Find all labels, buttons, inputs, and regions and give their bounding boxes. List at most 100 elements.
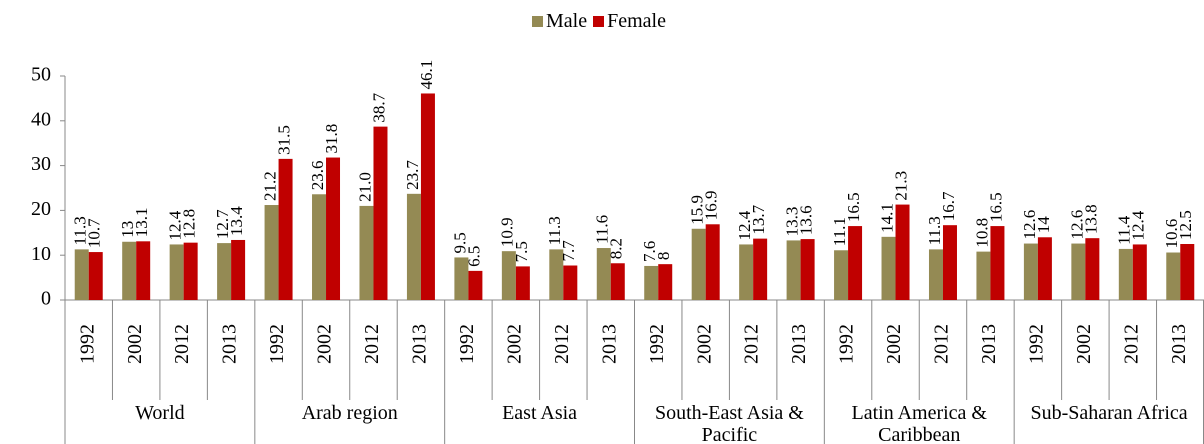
y-tick-label: 50 — [31, 64, 51, 86]
bar — [786, 240, 801, 300]
value-label: 46.1 — [417, 60, 436, 90]
value-label: 13.4 — [227, 206, 246, 236]
bar — [1037, 237, 1052, 300]
bar — [691, 228, 706, 300]
legend-label: Female — [607, 10, 666, 32]
value-label: 11.4 — [1115, 215, 1134, 245]
bar — [800, 239, 815, 300]
x-tick-label: 2002 — [314, 324, 336, 364]
value-label: 13 — [118, 221, 137, 238]
bar — [373, 126, 388, 301]
group-label: South-East Asia & Pacific — [654, 402, 804, 444]
bar — [928, 249, 943, 300]
bar — [1166, 252, 1181, 300]
bar — [1071, 243, 1086, 300]
value-label: 21.0 — [355, 172, 374, 202]
value-label: 12.4 — [166, 210, 185, 240]
value-label: 14.1 — [877, 203, 896, 233]
bar — [596, 248, 611, 300]
legend: Male Female — [0, 10, 1204, 33]
value-label: 38.7 — [369, 92, 388, 122]
value-label: 10.8 — [972, 218, 991, 248]
value-label: 13.3 — [783, 207, 802, 237]
value-label: 13.6 — [797, 205, 816, 235]
group-label: Sub-Saharan Africa — [1030, 402, 1188, 424]
x-tick-label: 1992 — [646, 324, 668, 364]
bar — [88, 252, 103, 300]
x-tick-label: 1992 — [836, 324, 858, 364]
bar — [1180, 244, 1195, 300]
value-label: 12.7 — [213, 209, 232, 239]
bar — [231, 239, 246, 300]
bar — [468, 270, 483, 300]
value-label: 16.7 — [939, 191, 958, 221]
bar — [942, 225, 957, 300]
y-tick-label: 0 — [41, 288, 51, 310]
x-tick-label: 2012 — [1120, 324, 1142, 364]
legend-item: Male — [532, 10, 587, 32]
value-label: 12.6 — [1020, 210, 1039, 240]
bar — [420, 93, 435, 300]
bar — [359, 205, 374, 300]
legend-item: Female — [593, 10, 666, 32]
x-tick-label: 1992 — [266, 324, 288, 364]
x-tick-label: 2013 — [978, 324, 1000, 364]
value-label: 23.7 — [403, 160, 422, 190]
y-tick-label: 20 — [31, 198, 51, 220]
bar — [326, 157, 341, 300]
bar — [1132, 244, 1147, 300]
bar — [312, 194, 327, 300]
value-label: 7.6 — [640, 241, 659, 262]
bar — [1118, 248, 1133, 300]
bar — [753, 238, 768, 300]
bar — [1023, 243, 1038, 300]
x-tick-label: 2013 — [788, 324, 810, 364]
bar — [895, 204, 910, 300]
y-tick-label: 30 — [31, 153, 51, 175]
value-label: 9.5 — [450, 232, 469, 253]
bar — [454, 257, 469, 300]
bar — [881, 236, 896, 300]
x-tick-label: 2002 — [503, 324, 525, 364]
value-label: 12.4 — [735, 210, 754, 240]
bar — [658, 264, 673, 300]
bar — [834, 250, 849, 300]
value-label: 12.6 — [1067, 210, 1086, 240]
value-label: 31.5 — [274, 125, 293, 155]
value-label: 8 — [654, 252, 673, 261]
bar — [644, 265, 659, 300]
value-label: 10.6 — [1162, 219, 1181, 249]
value-label: 21.3 — [891, 171, 910, 201]
bar — [501, 251, 516, 300]
x-tick-label: 2012 — [931, 324, 953, 364]
value-label: 16.5 — [844, 192, 863, 222]
value-label: 11.3 — [925, 216, 944, 245]
x-tick-label: 2002 — [693, 324, 715, 364]
value-label: 11.3 — [71, 216, 90, 245]
value-label: 21.2 — [260, 171, 279, 201]
x-tick-label: 2002 — [124, 324, 146, 364]
bar — [169, 244, 184, 300]
x-tick-label: 2002 — [1073, 324, 1095, 364]
legend-swatch — [593, 16, 605, 27]
value-label: 23.6 — [308, 161, 327, 191]
bar — [563, 265, 578, 300]
x-tick-label: 1992 — [456, 324, 478, 364]
value-label: 12.4 — [1129, 210, 1148, 240]
value-label: 31.8 — [322, 124, 341, 154]
bar — [406, 193, 421, 300]
value-label: 16.5 — [986, 192, 1005, 222]
value-label: 7.7 — [559, 240, 578, 262]
value-label: 15.9 — [688, 195, 707, 225]
value-label: 12.5 — [1176, 210, 1195, 240]
x-tick-label: 2002 — [883, 324, 905, 364]
bar — [515, 266, 530, 300]
bar — [183, 242, 198, 300]
bar — [610, 263, 625, 300]
bar — [278, 158, 293, 300]
group-label: East Asia — [502, 402, 578, 424]
x-tick-label: 2013 — [409, 324, 431, 364]
bar — [976, 251, 991, 300]
